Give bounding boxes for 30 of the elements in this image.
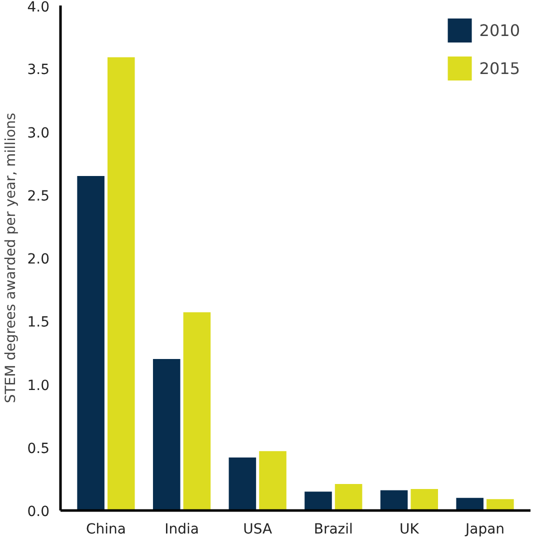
bar [380,490,408,510]
x-tick-label: Brazil [314,522,353,538]
legend-label: 2010 [479,20,520,40]
x-tick-label: India [164,522,199,538]
bar [304,492,332,510]
y-tick-label: 0.5 [27,440,50,457]
y-tick-label: 1.0 [27,378,50,394]
x-tick-label: China [86,522,126,538]
y-tick-label: 2.5 [27,188,50,204]
y-axis-title: STEM degrees awarded per year, millions [3,112,20,404]
legend-label: 2015 [479,58,520,78]
bar [456,498,484,510]
x-tick-label: USA [243,522,273,538]
y-tick-label: 0.0 [27,504,50,520]
x-tick-label: UK [399,522,420,538]
y-tick-label: 4.0 [27,0,50,16]
bar [228,457,256,510]
y-tick-label: 3.0 [27,125,50,142]
y-tick-label: 1.5 [27,314,50,331]
x-tick-label: Japan [464,522,505,538]
bar [334,484,362,510]
y-tick-label: 2.0 [27,252,50,268]
bar [152,359,180,510]
bar [183,312,211,510]
bar [108,57,135,510]
bar [486,499,514,510]
bar [77,176,104,510]
bar [410,489,438,510]
bar [259,451,286,510]
y-tick-label: 3.5 [27,62,50,78]
